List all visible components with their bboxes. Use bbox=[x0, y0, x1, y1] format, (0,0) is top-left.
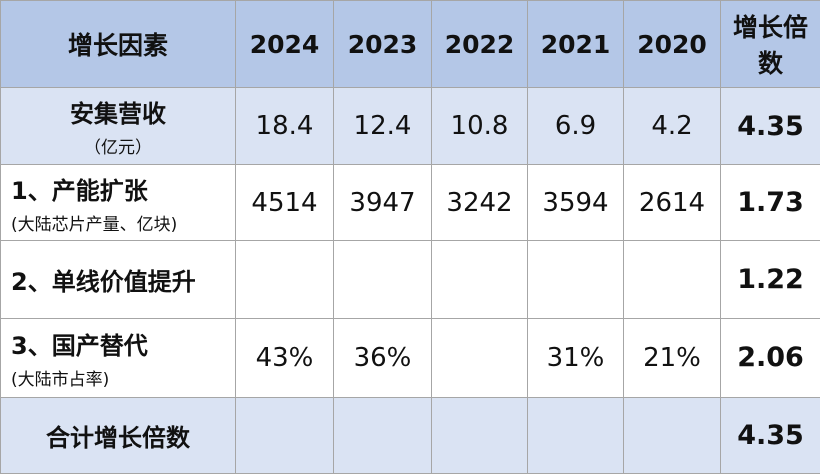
value-cell: 3594 bbox=[527, 164, 624, 241]
value-cell: 12.4 bbox=[333, 86, 432, 166]
row-label: 合计增长倍数 bbox=[46, 423, 190, 452]
header-cell: 2024 bbox=[235, 0, 334, 88]
value-cell: 21% bbox=[623, 318, 721, 398]
row-label: 3、国产替代 bbox=[11, 331, 148, 360]
row-sublabel: (大陆芯片产量、亿块) bbox=[11, 214, 178, 235]
value-cell: 31% bbox=[527, 318, 624, 398]
multiple-cell: 1.73 bbox=[720, 164, 820, 241]
value-cell bbox=[623, 396, 721, 474]
row-sublabel: （亿元） bbox=[84, 138, 152, 159]
value-cell: 10.8 bbox=[431, 86, 528, 166]
value-cell bbox=[333, 396, 432, 474]
row-label-cell: 3、国产替代 (大陆市占率) bbox=[0, 318, 236, 398]
value-cell bbox=[623, 239, 721, 320]
table-row: 1、产能扩张 (大陆芯片产量、亿块) 4514 3947 3242 3594 2614 1.7… bbox=[0, 164, 820, 241]
multiple-cell: 4.35 bbox=[720, 86, 820, 166]
value-cell: 6.9 bbox=[527, 86, 624, 166]
table-row: 安集营收 （亿元） 18.4 12.4 10.8 6.9 4.2 4.35 bbox=[0, 86, 820, 166]
row-label-cell: 安集营收 （亿元） bbox=[0, 86, 236, 166]
header-row: 增长因素 2024 2023 2022 2021 2020 增长倍数 bbox=[0, 0, 820, 88]
value-cell: 43% bbox=[235, 318, 334, 398]
value-cell: 3947 bbox=[333, 164, 432, 241]
value-cell bbox=[527, 239, 624, 320]
table-row: 3、国产替代 (大陆市占率) 43% 36% 31% 21% 2.06 bbox=[0, 318, 820, 398]
table-row: 2、单线价值提升 1.22 bbox=[0, 239, 820, 320]
value-cell bbox=[235, 239, 334, 320]
multiple-cell: 2.06 bbox=[720, 318, 820, 398]
header-cell: 增长倍数 bbox=[720, 0, 820, 88]
value-cell: 2614 bbox=[623, 164, 721, 241]
value-cell bbox=[333, 239, 432, 320]
value-cell: 4514 bbox=[235, 164, 334, 241]
value-cell: 3242 bbox=[431, 164, 528, 241]
header-cell: 2023 bbox=[333, 0, 432, 88]
row-label-cell: 2、单线价值提升 bbox=[0, 239, 236, 320]
table-row: 合计增长倍数 4.35 bbox=[0, 396, 820, 474]
value-cell bbox=[431, 396, 528, 474]
value-cell: 36% bbox=[333, 318, 432, 398]
value-cell: 4.2 bbox=[623, 86, 721, 166]
header-cell: 2021 bbox=[527, 0, 624, 88]
value-cell bbox=[431, 239, 528, 320]
value-cell bbox=[235, 396, 334, 474]
multiple-cell: 1.22 bbox=[720, 239, 820, 320]
multiple-cell: 4.35 bbox=[720, 396, 820, 474]
value-cell bbox=[527, 396, 624, 474]
header-cell: 2020 bbox=[623, 0, 721, 88]
table-body: 安集营收 （亿元） 18.4 12.4 10.8 6.9 4.2 4.35 1、产能扩张 (大陆芯… bbox=[0, 86, 820, 474]
row-label-cell: 1、产能扩张 (大陆芯片产量、亿块) bbox=[0, 164, 236, 241]
value-cell: 18.4 bbox=[235, 86, 334, 166]
header-cell: 增长因素 bbox=[0, 0, 236, 88]
row-label: 1、产能扩张 bbox=[11, 176, 148, 205]
value-cell bbox=[431, 318, 528, 398]
row-label: 2、单线价值提升 bbox=[11, 267, 196, 296]
row-label-cell: 合计增长倍数 bbox=[0, 396, 236, 474]
row-label: 安集营收 bbox=[70, 100, 166, 129]
header-cell: 2022 bbox=[431, 0, 528, 88]
row-sublabel: (大陆市占率) bbox=[11, 369, 110, 390]
